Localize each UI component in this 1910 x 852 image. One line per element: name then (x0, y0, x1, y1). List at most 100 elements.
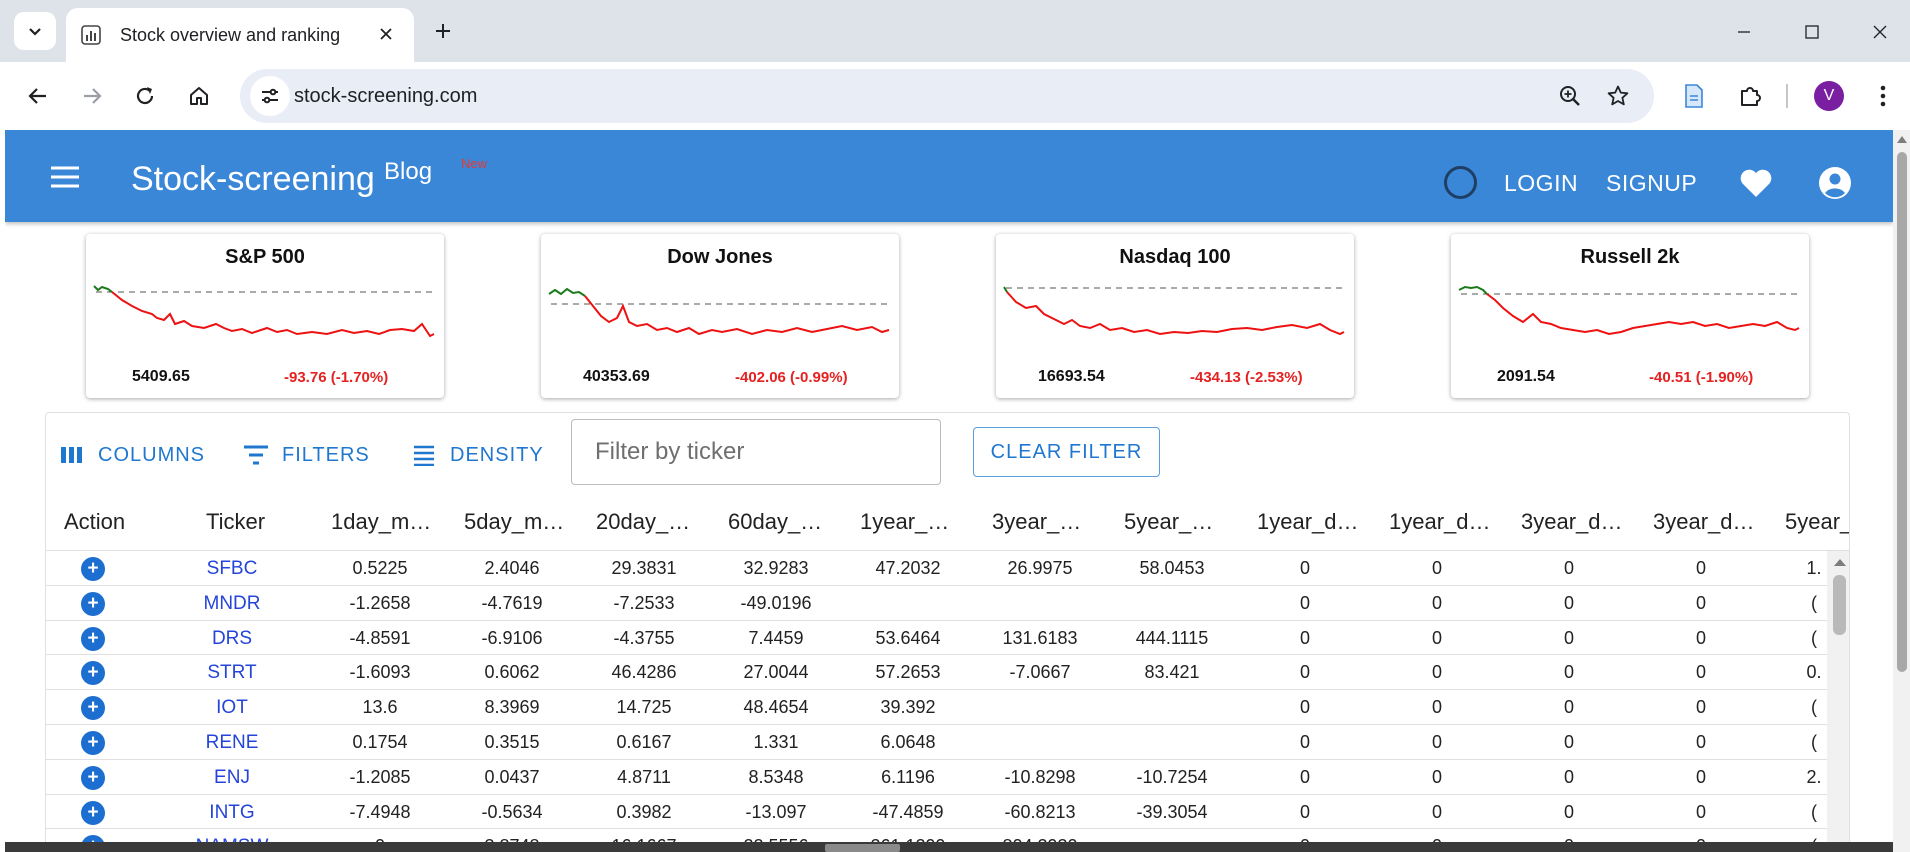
add-to-watchlist-icon[interactable]: + (81, 557, 105, 581)
index-card-sp500[interactable]: S&P 500 5409.65 -93.76 (-1.70%) (86, 234, 444, 398)
table-cell: 6.0648 (880, 732, 936, 752)
table-row[interactable]: + IOT 13.6 8.3969 14.725 48.4654 39.392 0 0 0 0 ( (46, 690, 1849, 725)
table-cell: 0 (1563, 732, 1574, 752)
table-row[interactable]: + STRT -1.6093 0.6062 46.4286 27.0044 57.2653 -… (46, 655, 1849, 691)
page-scroll-thumb[interactable] (1897, 152, 1907, 672)
table-cell: 0 (1299, 766, 1310, 787)
column-header[interactable]: 1year_… (860, 509, 950, 534)
page-horizontal-scrollbar[interactable] (5, 842, 1893, 852)
page-vertical-scrollbar[interactable] (1893, 130, 1910, 852)
add-to-watchlist-icon[interactable]: + (81, 731, 105, 755)
home-button[interactable] (181, 78, 217, 114)
ticker-link[interactable]: DRS (211, 627, 253, 649)
tab-search-button[interactable] (14, 12, 56, 50)
grid-scroll-thumb[interactable] (1833, 575, 1846, 635)
favorites-heart-icon[interactable] (1738, 166, 1774, 200)
reload-icon (136, 87, 154, 105)
chevron-down-icon (29, 28, 41, 36)
address-bar[interactable]: stock-screening.com (240, 69, 1654, 123)
add-to-watchlist-icon[interactable]: + (81, 591, 105, 616)
table-cell: 0 (1299, 662, 1310, 683)
close-tab-icon[interactable] (374, 22, 398, 46)
bookmark-star-icon[interactable] (1604, 82, 1632, 110)
add-to-watchlist-icon[interactable]: + (81, 800, 105, 825)
table-cell: 0 (1695, 801, 1706, 822)
add-to-watchlist-icon[interactable]: + (81, 765, 105, 790)
maximize-window-button[interactable] (1794, 14, 1830, 50)
add-to-watchlist-icon[interactable]: + (81, 626, 105, 651)
index-card-nasdaq100[interactable]: Nasdaq 100 16693.54 -434.13 (-2.53%) (996, 234, 1354, 398)
columns-button[interactable]: COLUMNS (58, 437, 205, 473)
table-row[interactable]: + MNDR -1.2658 -4.7619 -7.2533 -49.0196 0 0 0 0 ( (46, 586, 1849, 621)
page-scroll-up-arrow-icon[interactable] (1897, 136, 1907, 143)
column-header[interactable]: 5year_… (1124, 509, 1214, 534)
arrow-left-icon (28, 88, 46, 104)
filters-label: FILTERS (282, 443, 370, 466)
index-card-dow-jones[interactable]: Dow Jones 40353.69 -402.06 (-0.99%) (541, 234, 899, 398)
ticker-link[interactable]: MNDR (203, 592, 261, 614)
ticker-link[interactable]: RENE (205, 732, 259, 753)
index-name: S&P 500 (225, 246, 305, 268)
table-row[interactable]: + SFBC 0.5225 2.4046 29.3831 32.9283 47.2032 26… (46, 551, 1849, 586)
column-header[interactable]: 3year_… (992, 509, 1082, 534)
site-info-button[interactable] (250, 76, 290, 116)
column-header[interactable]: 20day_… (596, 509, 691, 534)
clear-filter-button[interactable]: CLEAR FILTER (973, 427, 1160, 477)
table-cell: 27.0044 (743, 662, 809, 683)
table-row[interactable]: + ENJ -1.2085 0.0437 4.8711 8.5348 6.1196 -10.8… (46, 760, 1849, 795)
column-header[interactable]: Ticker (206, 509, 266, 534)
document-extension-icon[interactable] (1677, 79, 1711, 113)
column-header[interactable]: 1year_d… (1257, 509, 1359, 534)
minimize-window-button[interactable] (1726, 14, 1762, 50)
reload-button[interactable] (127, 78, 163, 114)
column-header[interactable]: 5day_m… (464, 509, 565, 534)
ticker-link[interactable]: ENJ (214, 766, 250, 788)
add-to-watchlist-icon[interactable]: + (81, 661, 105, 686)
extensions-puzzle-icon[interactable] (1733, 79, 1767, 113)
table-cell: 2.4046 (484, 558, 540, 578)
ticker-link[interactable]: STRT (207, 662, 257, 684)
table-cell: 0.0437 (484, 766, 540, 787)
zoom-icon[interactable] (1556, 82, 1584, 110)
index-card-russell2k[interactable]: Russell 2k 2091.54 -40.51 (-1.90%) (1451, 234, 1809, 398)
page-horizontal-scroll-thumb[interactable] (825, 844, 900, 852)
login-button[interactable]: LOGIN (1504, 170, 1579, 196)
add-to-watchlist-icon[interactable]: + (81, 696, 105, 721)
table-row[interactable]: + RENE 0.1754 0.3515 0.6167 1.331 6.0648 0 0 0 0 ( (46, 725, 1849, 760)
new-tab-button[interactable] (428, 16, 458, 46)
ticker-filter-field[interactable] (571, 419, 941, 485)
column-header[interactable]: 3year_d… (1521, 509, 1623, 534)
account-circle-icon[interactable] (1817, 165, 1853, 201)
more-menu-icon[interactable] (1866, 79, 1900, 113)
ticker-link[interactable]: INTG (209, 801, 255, 823)
arrow-right-icon (84, 88, 102, 104)
table-cell: 0.6167 (616, 732, 672, 752)
column-header[interactable]: Action (64, 509, 126, 534)
column-header[interactable]: 60day_… (728, 509, 823, 534)
browser-tab[interactable]: Stock overview and ranking (66, 8, 414, 62)
grid-vertical-scrollbar[interactable] (1827, 551, 1849, 852)
table-row[interactable]: + INTG -7.4948 -0.5634 0.3982 -13.097 -47.4859… (46, 795, 1849, 830)
app-bar: Stock-screening Blog New LOGIN SIGNUP (5, 130, 1893, 222)
ticker-link[interactable]: SFBC (206, 558, 258, 579)
profile-avatar[interactable]: V (1814, 81, 1844, 111)
back-button[interactable] (20, 78, 56, 114)
column-header[interactable]: 1year_d… (1389, 509, 1491, 534)
ticker-link[interactable]: IOT (216, 697, 248, 719)
scroll-up-arrow-icon[interactable] (1834, 559, 1846, 566)
column-header[interactable]: 3year_d… (1653, 509, 1755, 534)
blog-link[interactable]: Blog (384, 158, 433, 185)
column-header[interactable]: 1day_m… (331, 509, 432, 534)
hamburger-menu-icon[interactable] (45, 160, 85, 194)
brand-title[interactable]: Stock-screening (131, 160, 375, 198)
signup-button[interactable]: SIGNUP (1606, 170, 1698, 196)
column-header[interactable]: 5year_ (1785, 509, 1850, 534)
density-button[interactable]: DENSITY (410, 437, 544, 473)
filters-button[interactable]: FILTERS (242, 437, 370, 473)
ticker-filter-input[interactable] (573, 421, 939, 483)
close-window-button[interactable] (1862, 14, 1898, 50)
table-row[interactable]: + DRS -4.8591 -6.9106 -4.3755 7.4459 53.6464 13… (46, 621, 1849, 656)
forward-button[interactable] (74, 78, 110, 114)
table-cell: -4.8591 (349, 627, 411, 648)
table-cell: 0 (1431, 558, 1442, 578)
